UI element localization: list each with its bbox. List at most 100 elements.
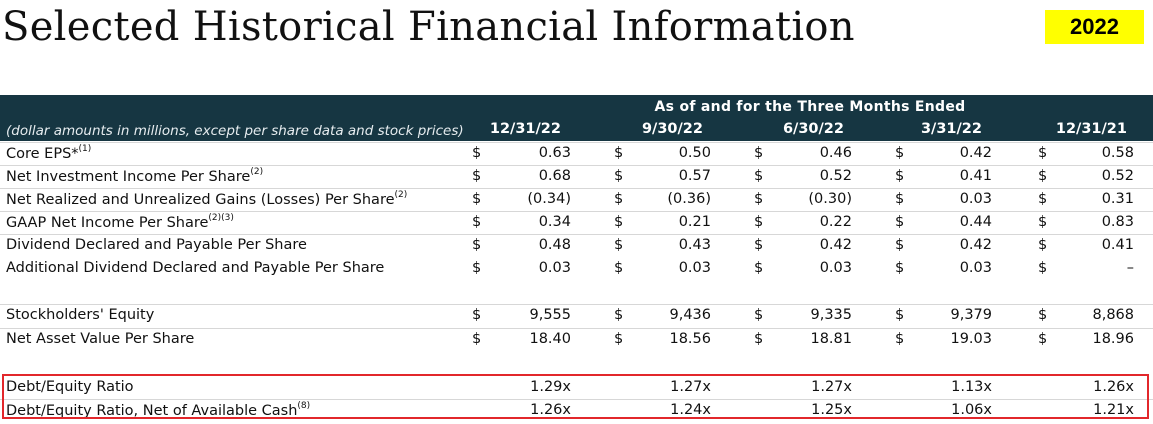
currency-symbol: $ — [472, 237, 482, 253]
cell-value: 8,868 — [1092, 307, 1134, 323]
cell-value: 0.22 — [819, 214, 852, 230]
row-divider — [0, 165, 1153, 166]
cell-value: 18.56 — [669, 331, 711, 347]
row-divider — [0, 304, 1153, 305]
currency-symbol: $ — [754, 307, 764, 323]
cell-value: 18.81 — [810, 331, 852, 347]
currency-symbol: $ — [614, 191, 624, 207]
cell-value: 18.96 — [1092, 331, 1134, 347]
cell-value: 1.06x — [951, 402, 992, 418]
currency-symbol: $ — [895, 191, 905, 207]
cell-value: 0.03 — [959, 191, 992, 207]
currency-symbol: $ — [1038, 331, 1048, 347]
cell-value: – — [1126, 260, 1134, 276]
currency-symbol: $ — [614, 307, 624, 323]
cell-value: 0.31 — [1101, 191, 1134, 207]
currency-symbol: $ — [895, 214, 905, 230]
currency-symbol: $ — [1038, 145, 1048, 161]
currency-symbol: $ — [472, 145, 482, 161]
row-label: GAAP Net Income Per Share(2)(3) — [6, 213, 234, 231]
currency-symbol: $ — [472, 168, 482, 184]
cell-value: 1.27x — [811, 379, 852, 395]
currency-symbol: $ — [895, 331, 905, 347]
cell-value: (0.36) — [667, 191, 711, 207]
table-row: Debt/Equity Ratio, Net of Available Cash… — [0, 399, 1153, 422]
currency-symbol: $ — [1038, 191, 1048, 207]
cell-value: 9,555 — [529, 307, 571, 323]
row-divider — [0, 399, 1153, 400]
cell-value: 1.27x — [670, 379, 711, 395]
row-label: Net Investment Income Per Share(2) — [6, 167, 264, 185]
cell-value: 0.03 — [959, 260, 992, 276]
row-divider — [0, 211, 1153, 212]
footnote-marker: (2)(3) — [208, 213, 234, 223]
currency-symbol: $ — [614, 214, 624, 230]
table-row: Net Investment Income Per Share(2) $0.68 $… — [0, 165, 1153, 188]
cell-value: 0.46 — [819, 145, 852, 161]
currency-symbol: $ — [472, 331, 482, 347]
table-row: Additional Dividend Declared and Payable… — [0, 257, 1153, 280]
cell-value: 0.57 — [678, 168, 711, 184]
cell-value: 0.21 — [678, 214, 711, 230]
currency-symbol: $ — [614, 260, 624, 276]
cell-value: (0.34) — [527, 191, 571, 207]
cell-value: 0.42 — [819, 237, 852, 253]
cell-value: 0.42 — [959, 237, 992, 253]
currency-symbol: $ — [895, 168, 905, 184]
page-title: Selected Historical Financial Informatio… — [2, 4, 855, 50]
currency-symbol: $ — [614, 168, 624, 184]
column-header: 12/31/22 — [489, 121, 561, 137]
currency-symbol: $ — [754, 237, 764, 253]
cell-value: 19.03 — [950, 331, 992, 347]
cell-value: 1.26x — [1093, 379, 1134, 395]
cell-value: 0.03 — [538, 260, 571, 276]
currency-symbol: $ — [1038, 168, 1048, 184]
debt-equity-highlight-box — [2, 374, 1149, 419]
cell-value: (0.30) — [808, 191, 852, 207]
cell-value: 1.21x — [1093, 402, 1134, 418]
row-label: Dividend Declared and Payable Per Share — [6, 237, 307, 253]
footnote-marker: (2) — [250, 167, 264, 177]
row-divider — [0, 188, 1153, 189]
currency-symbol: $ — [614, 145, 624, 161]
cell-value: 0.48 — [538, 237, 571, 253]
cell-value: 18.40 — [529, 331, 571, 347]
currency-symbol: $ — [754, 145, 764, 161]
year-badge: 2022 — [1045, 10, 1144, 44]
table-header: As of and for the Three Months Ended (do… — [0, 95, 1153, 141]
column-header: 3/31/22 — [920, 121, 982, 137]
row-label: Stockholders' Equity — [6, 307, 155, 323]
currency-symbol: $ — [754, 191, 764, 207]
currency-symbol: $ — [1038, 260, 1048, 276]
units-note: (dollar amounts in millions, except per … — [6, 123, 464, 139]
cell-value: 0.03 — [678, 260, 711, 276]
currency-symbol: $ — [472, 260, 482, 276]
cell-value: 0.42 — [959, 145, 992, 161]
currency-symbol: $ — [472, 214, 482, 230]
footnote-marker: (2) — [394, 190, 408, 200]
footnote-marker: (8) — [297, 401, 311, 411]
row-label: Net Asset Value Per Share — [6, 331, 195, 347]
cell-value: 0.41 — [959, 168, 992, 184]
row-label: Core EPS*(1) — [6, 144, 92, 162]
row-label: Additional Dividend Declared and Payable… — [6, 260, 385, 276]
row-label: Debt/Equity Ratio — [6, 379, 134, 395]
cell-value: 0.44 — [959, 214, 992, 230]
currency-symbol: $ — [472, 307, 482, 323]
cell-value: 0.52 — [1101, 168, 1134, 184]
cell-value: 1.29x — [530, 379, 571, 395]
currency-symbol: $ — [472, 191, 482, 207]
cell-value: 1.24x — [670, 402, 711, 418]
column-header: 6/30/22 — [782, 121, 844, 137]
column-header: 12/31/21 — [1055, 121, 1127, 137]
row-divider — [0, 328, 1153, 329]
currency-symbol: $ — [754, 331, 764, 347]
currency-symbol: $ — [1038, 214, 1048, 230]
cell-value: 0.52 — [819, 168, 852, 184]
table-row: Dividend Declared and Payable Per Share $… — [0, 234, 1153, 257]
currency-symbol: $ — [754, 214, 764, 230]
cell-value: 0.63 — [538, 145, 571, 161]
currency-symbol: $ — [614, 331, 624, 347]
table-row: Net Asset Value Per Share $18.40 $18.56 $18… — [0, 328, 1153, 351]
currency-symbol: $ — [614, 237, 624, 253]
